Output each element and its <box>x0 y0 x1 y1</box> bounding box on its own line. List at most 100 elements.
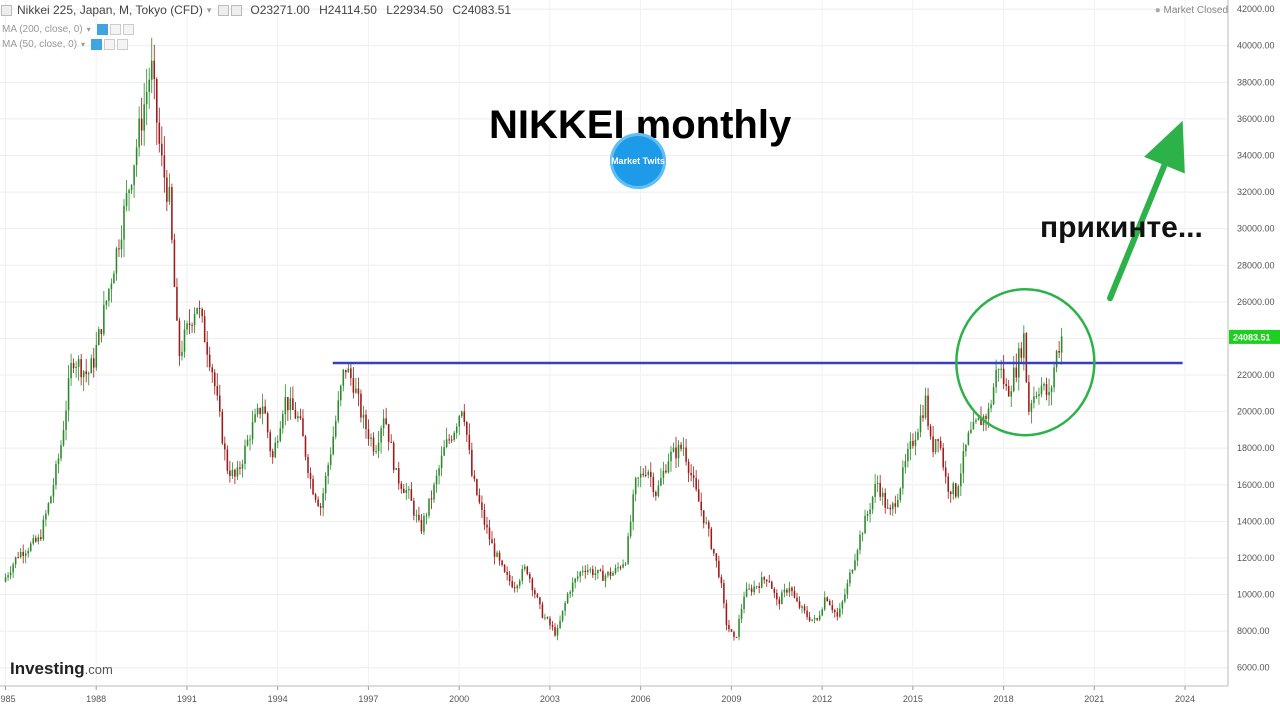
candle-body <box>544 617 546 619</box>
candle-body <box>145 91 148 105</box>
candle-body <box>735 636 738 638</box>
candle-body <box>319 505 322 508</box>
candle-body <box>219 395 221 412</box>
visibility-icon[interactable] <box>91 39 103 50</box>
candle-body <box>579 571 582 577</box>
symbol-label[interactable]: Nikkei 225, Japan, M, Tokyo (CFD) <box>17 3 203 17</box>
candle-body <box>448 439 450 441</box>
candle-body <box>760 577 763 588</box>
candle-body <box>125 193 128 206</box>
candle-body <box>980 417 982 426</box>
candle-body <box>1055 350 1058 368</box>
candle-body <box>511 581 513 588</box>
candle-body <box>1007 386 1010 397</box>
candle-body <box>143 104 145 131</box>
candle-body <box>176 286 178 321</box>
settings-icon[interactable] <box>104 39 116 50</box>
candle-body <box>304 436 307 457</box>
candle-body <box>813 618 816 620</box>
candle-body <box>944 467 947 477</box>
candle-body <box>1048 391 1050 396</box>
candle-body <box>372 437 375 452</box>
close-icon[interactable] <box>231 4 243 16</box>
candle-body <box>672 447 675 452</box>
investing-logo[interactable]: Investing.com <box>10 659 113 678</box>
candle-body <box>108 289 110 301</box>
candle-body <box>62 429 65 446</box>
settings-icon[interactable] <box>218 4 230 16</box>
candle-body <box>279 428 282 442</box>
dropdown-icon[interactable]: ▾ <box>206 4 212 15</box>
dropdown-icon[interactable]: ▾ <box>81 40 86 49</box>
candle-body <box>771 581 773 589</box>
candle-body <box>561 610 564 621</box>
candle-body <box>261 406 264 415</box>
candle-body <box>498 552 501 561</box>
candle-body <box>271 451 274 458</box>
candle-body <box>123 205 125 240</box>
candle-body <box>282 414 284 429</box>
candle-body <box>481 502 483 510</box>
candle-body <box>886 507 889 509</box>
candle-body <box>960 473 962 487</box>
candle-body <box>478 494 481 503</box>
candle-body <box>917 432 919 440</box>
candle-body <box>637 477 639 479</box>
dropdown-icon[interactable]: ▾ <box>86 25 91 34</box>
candle-body <box>471 449 473 476</box>
settings-icon[interactable] <box>109 24 121 35</box>
candle-body <box>559 620 561 628</box>
candle-body <box>801 606 803 608</box>
candle-body <box>488 527 491 540</box>
candle-body <box>12 564 14 573</box>
candle-body <box>576 576 579 579</box>
low-value: L22934.50 <box>386 3 444 17</box>
close-icon[interactable] <box>117 39 129 50</box>
candle-body <box>869 509 871 515</box>
candle-body <box>241 463 244 469</box>
candle-body <box>455 426 458 433</box>
candle-body <box>700 501 702 511</box>
candle-body <box>501 560 503 566</box>
instrument-header: Nikkei 225, Japan, M, Tokyo (CFD) ▾ O232… <box>0 0 517 20</box>
candle-body <box>584 570 587 573</box>
candle-body <box>594 573 597 576</box>
candle-body <box>196 307 198 314</box>
candle-body <box>713 548 715 554</box>
candle-body <box>1020 348 1023 358</box>
candle-body <box>992 387 995 405</box>
candle-body <box>811 619 813 621</box>
indicator-ma-200[interactable]: MA (200, close, 0) ▾ <box>2 24 134 35</box>
candle-body <box>1005 383 1007 387</box>
y-tick-label: 36000.00 <box>1237 114 1275 124</box>
candle-body <box>483 509 486 525</box>
candle-body <box>876 482 879 485</box>
candle-body <box>118 248 120 250</box>
close-icon[interactable] <box>122 24 134 35</box>
candle-body <box>745 588 748 597</box>
candle-body <box>1035 395 1038 397</box>
candle-body <box>818 615 821 620</box>
x-tick-label: 1997 <box>358 694 378 704</box>
candle-body <box>246 439 249 446</box>
visibility-icon[interactable] <box>96 24 108 35</box>
candle-body <box>355 388 357 393</box>
candle-body <box>362 414 365 418</box>
candle-body <box>183 329 186 352</box>
candle-body <box>327 464 329 476</box>
candle-body <box>997 368 1000 370</box>
market-status: ● Market Closed <box>1154 5 1228 16</box>
candle-body <box>128 190 130 194</box>
candle-body <box>403 488 405 493</box>
candle-body <box>849 572 851 584</box>
candle-body <box>486 524 488 528</box>
candle-body <box>365 414 367 430</box>
candle-body <box>955 483 957 497</box>
candle-body <box>264 406 266 414</box>
candle-body <box>254 414 256 423</box>
collapse-icon[interactable] <box>1 4 12 16</box>
ohlc-values: O23271.00 H24114.50 L22934.50 C24083.51 <box>250 3 517 17</box>
candle-body <box>27 550 30 554</box>
indicator-ma-50[interactable]: MA (50, close, 0) ▾ <box>2 39 129 50</box>
